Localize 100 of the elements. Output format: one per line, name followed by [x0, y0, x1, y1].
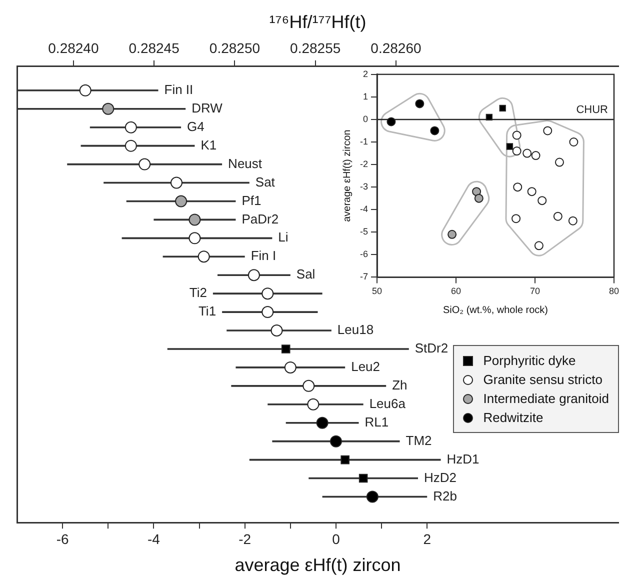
point	[102, 102, 114, 115]
point	[506, 143, 514, 150]
point	[366, 490, 378, 503]
point	[513, 182, 522, 192]
point	[415, 99, 424, 108]
point	[474, 194, 484, 203]
y-tick-label: Leu2	[351, 359, 380, 374]
y-tick-label: 2	[362, 68, 368, 79]
legend-label: Granite sensu stricto	[483, 372, 602, 388]
x-axis-title: SiO₂ (wt.%, whole rock)	[442, 304, 548, 316]
y-axis-title: average εHf(t) zircon	[342, 130, 353, 222]
point	[386, 117, 396, 126]
point	[316, 416, 328, 429]
y-tick-label: -3	[360, 182, 368, 192]
y-tick-label: -6	[360, 249, 368, 260]
point	[522, 148, 532, 158]
x2-tick-label: 0.28250	[209, 40, 260, 56]
point	[124, 121, 137, 134]
point	[302, 380, 315, 392]
y-tick-label: Ti1	[198, 304, 216, 319]
y-tick-label: HzD2	[424, 470, 457, 485]
point	[281, 344, 290, 354]
x2-tick-label: 0.28260	[370, 40, 422, 56]
y-tick-label: G4	[187, 118, 204, 134]
point	[79, 84, 92, 96]
point	[534, 241, 544, 250]
y-tick-label: -2	[360, 159, 368, 170]
y-tick-label: Sal	[296, 266, 316, 282]
y-tick-label: HzD1	[446, 451, 480, 466]
point	[248, 269, 260, 282]
x-tick-label: 60	[450, 286, 462, 296]
y-tick-label: R2b	[433, 488, 457, 504]
point	[124, 140, 137, 152]
x2-axis-title: ¹⁷⁶Hf/¹⁷⁷Hf(t)	[269, 12, 366, 32]
point	[527, 187, 536, 196]
x-axis-title: average εHf(t) zircon	[234, 555, 401, 576]
x2-tick-label: 0.28240	[48, 40, 99, 56]
y-tick-label: TM2	[406, 432, 432, 448]
point	[512, 214, 521, 224]
x-tick-label: 0	[332, 530, 340, 547]
point	[138, 158, 151, 170]
point	[499, 104, 506, 112]
x-tick-label: -6	[56, 530, 70, 547]
y-tick-label: -7	[360, 272, 368, 282]
point	[340, 455, 350, 464]
point	[175, 195, 188, 208]
y-tick-label: 0	[362, 114, 368, 124]
y-tick-label: Zh	[392, 378, 408, 393]
y-tick-label: Pf1	[242, 192, 262, 208]
point	[307, 398, 320, 410]
y-tick-label: RL1	[364, 414, 389, 430]
y-tick-label: -5	[360, 226, 368, 237]
point	[262, 288, 274, 300]
point	[554, 158, 564, 167]
legend-label: Porphyritic dyke	[483, 353, 576, 368]
x-tick-label: -4	[147, 530, 160, 547]
y-tick-label: Li	[278, 230, 288, 245]
y-tick-label: Fin II	[164, 82, 194, 97]
x2-tick-label: 0.28245	[128, 40, 180, 56]
point	[430, 126, 440, 136]
point	[569, 138, 578, 146]
y-tick-label: Leu6a	[369, 396, 406, 411]
y-tick-label: Leu18	[337, 322, 374, 338]
point	[543, 126, 552, 136]
point	[170, 176, 182, 189]
legend-label: Intermediate granitoid	[483, 391, 609, 406]
legend-label: Redwitzite	[483, 410, 544, 426]
point	[512, 130, 522, 140]
point	[538, 196, 547, 206]
point	[472, 187, 482, 196]
point	[512, 146, 522, 156]
y-tick-label: -4	[360, 204, 368, 214]
x-tick-label: 50	[372, 286, 382, 296]
x-tick-label: 80	[608, 286, 619, 296]
y-tick-label: DRW	[192, 100, 224, 116]
y-tick-label: Sat	[255, 174, 276, 190]
point	[531, 151, 540, 160]
x-tick-label: 70	[530, 286, 540, 296]
point	[486, 114, 493, 121]
point	[448, 230, 457, 239]
point	[330, 435, 342, 448]
point	[262, 306, 274, 318]
point	[358, 474, 368, 483]
y-tick-label: Neust	[228, 156, 262, 171]
point	[198, 250, 210, 263]
point	[188, 214, 201, 226]
y-tick-label: Fin I	[250, 248, 276, 264]
y-tick-label: Ti2	[189, 285, 207, 300]
y-tick-label: -1	[360, 136, 368, 146]
point	[553, 212, 562, 221]
point	[270, 324, 283, 337]
point	[188, 232, 201, 244]
ref-line-label: CHUR	[576, 104, 608, 116]
y-tick-label: PaDr2	[242, 211, 279, 226]
y-tick-label: K1	[200, 137, 217, 152]
point	[568, 216, 578, 226]
x2-tick-label: 0.28255	[290, 40, 341, 56]
y-tick-label: StDr2	[414, 340, 448, 356]
y-tick-label: 1	[362, 91, 368, 102]
point	[284, 361, 296, 374]
